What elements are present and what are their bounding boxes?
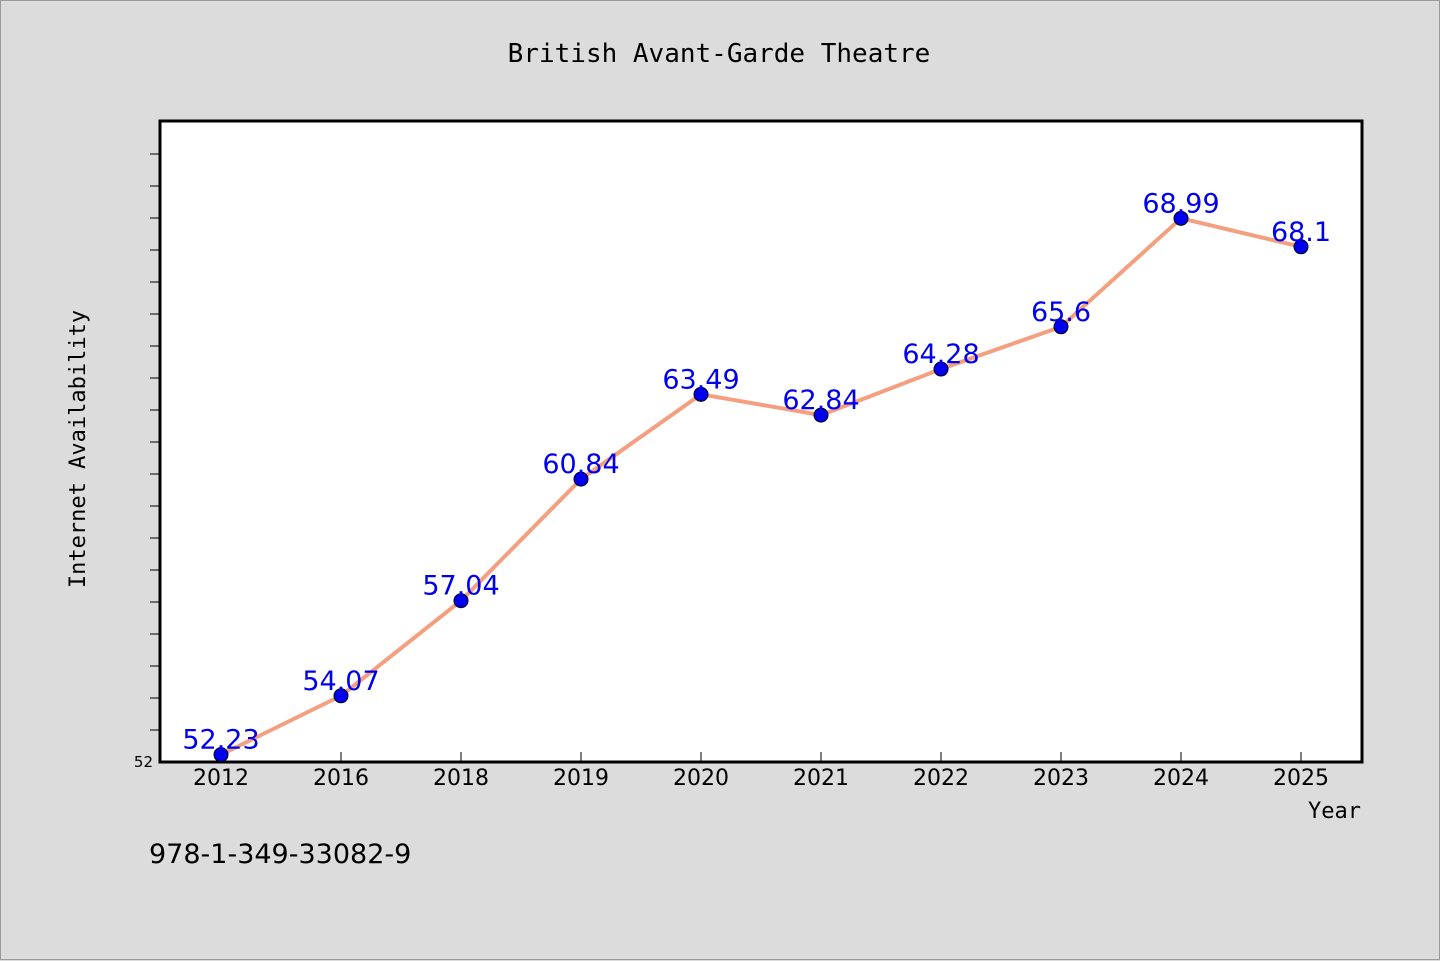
x-tick-label: 2023 bbox=[1033, 766, 1089, 791]
x-tick-label: 2022 bbox=[913, 766, 969, 791]
y-tick-label: 52 bbox=[134, 753, 153, 771]
data-point bbox=[1053, 319, 1069, 335]
x-tick-label: 2016 bbox=[313, 766, 369, 791]
plot-area bbox=[158, 119, 1364, 764]
x-tick-label: 2012 bbox=[193, 766, 249, 791]
y-axis-label: Internet Availability bbox=[66, 310, 91, 588]
data-point bbox=[1293, 239, 1309, 255]
data-point bbox=[693, 386, 709, 402]
data-point bbox=[1173, 210, 1189, 226]
data-label: 52.23 bbox=[182, 725, 259, 756]
data-label: 60.84 bbox=[542, 449, 619, 480]
data-point bbox=[453, 593, 469, 609]
series-line bbox=[220, 216, 1302, 757]
data-point bbox=[333, 688, 349, 704]
y-axis-ticks bbox=[150, 153, 160, 731]
data-label: 62.84 bbox=[782, 385, 859, 416]
x-tick-label: 2020 bbox=[673, 766, 729, 791]
chart-title: British Avant-Garde Theatre bbox=[508, 39, 931, 69]
data-label: 68.1 bbox=[1271, 217, 1331, 248]
x-tick-label: 2021 bbox=[793, 766, 849, 791]
series-line-group bbox=[220, 216, 1302, 757]
x-tick-label: 2025 bbox=[1273, 766, 1329, 791]
data-label: 65.6 bbox=[1031, 297, 1091, 328]
data-label: 68.99 bbox=[1142, 188, 1219, 219]
x-tick-label: 2018 bbox=[433, 766, 489, 791]
data-label: 54.07 bbox=[302, 666, 379, 697]
data-label: 63.49 bbox=[662, 364, 739, 395]
data-labels: 52.23 54.07 57.04 60.84 63.49 62.84 64.28 65.6 6… bbox=[182, 188, 1331, 755]
data-label: 57.04 bbox=[422, 571, 499, 602]
data-point bbox=[573, 471, 589, 487]
x-axis-label: Year bbox=[1308, 799, 1361, 824]
data-label: 64.28 bbox=[902, 339, 979, 370]
x-tick-label: 2024 bbox=[1153, 766, 1209, 791]
isbn-label: 978-1-349-33082-9 bbox=[149, 839, 411, 870]
x-axis-ticks: 2012 2016 2018 2019 2020 2021 2022 2023 2024 2025 bbox=[193, 752, 1329, 791]
x-tick-label: 2019 bbox=[553, 766, 609, 791]
data-point bbox=[213, 747, 229, 763]
data-points bbox=[213, 210, 1309, 763]
data-point bbox=[813, 407, 829, 423]
data-point bbox=[933, 361, 949, 377]
